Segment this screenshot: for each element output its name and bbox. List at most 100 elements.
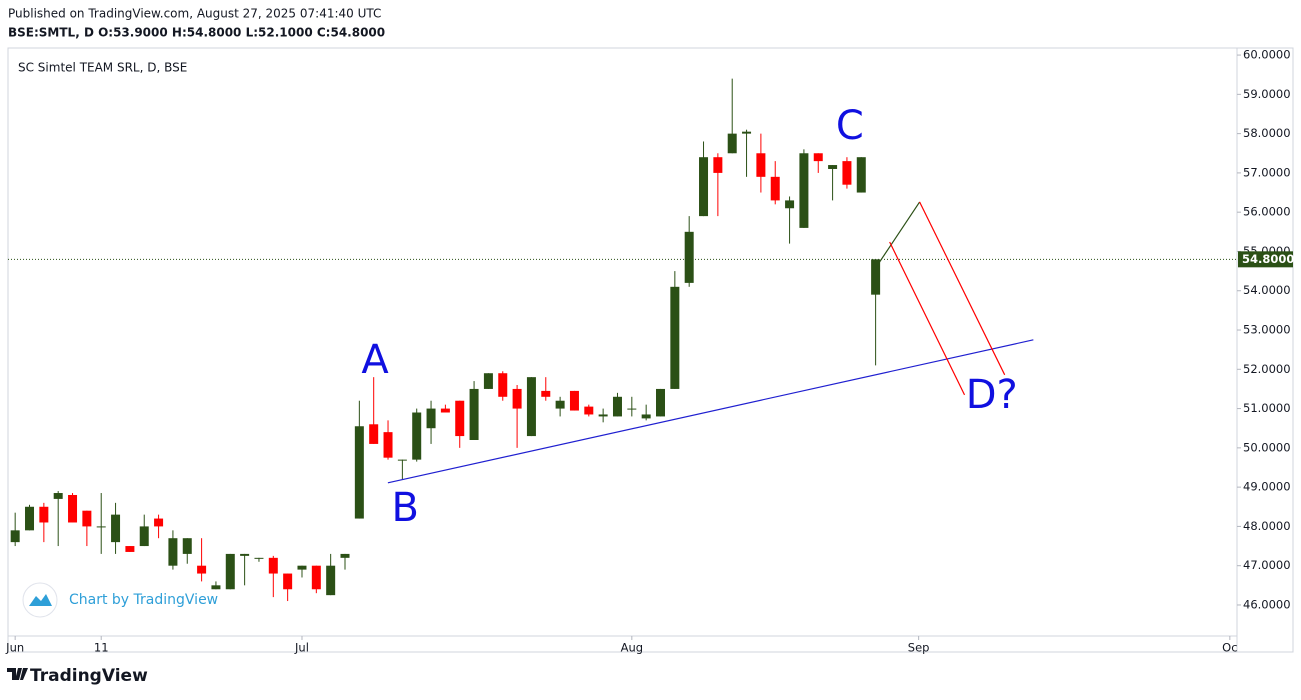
x-tick-label: 11: [94, 641, 109, 655]
candle-body: [240, 553, 250, 556]
brand-logo: [7, 668, 28, 680]
candle-body: [25, 506, 35, 531]
candle-body: [96, 526, 106, 528]
candle-body: [670, 286, 680, 389]
candle-body: [383, 432, 393, 458]
candle-body: [656, 388, 666, 417]
candle-body: [469, 388, 479, 440]
candle-body: [584, 406, 594, 415]
drawing-line: [889, 241, 966, 396]
candle-body: [111, 514, 121, 543]
candle-body: [10, 530, 20, 543]
candle-body: [369, 424, 379, 444]
candle-body: [742, 131, 752, 134]
candle-body: [727, 133, 737, 154]
candle-body: [397, 459, 407, 461]
ohlc: BSE:SMTL, D O:53.9000 H:54.8000 L:52.100…: [8, 26, 385, 40]
candle-body: [426, 408, 436, 429]
candle-body: [283, 573, 293, 590]
x-tick-label: Aug: [621, 641, 643, 655]
candle-body: [39, 506, 49, 523]
candle-body: [813, 153, 823, 162]
x-tick-label: Oc: [1222, 641, 1237, 655]
last-price-label: 54.8000: [1242, 252, 1294, 266]
y-tick-label: 51.0000: [1243, 401, 1291, 415]
brand[interactable]: TradingView: [30, 666, 148, 686]
candle-body: [225, 553, 235, 590]
drawing-line: [875, 201, 921, 269]
candle-body: [569, 390, 579, 411]
candle-body: [785, 200, 795, 209]
candle-body: [68, 494, 78, 523]
candle-body: [842, 161, 852, 185]
candle-body: [82, 510, 92, 527]
candle-body: [598, 414, 608, 417]
candle-body: [641, 414, 651, 419]
candle-body: [541, 390, 551, 397]
y-tick-label: 50.0000: [1243, 440, 1291, 454]
candle-body: [871, 259, 881, 295]
candle-body: [412, 412, 422, 460]
x-tick-label: Jun: [5, 641, 24, 655]
y-tick-label: 52.0000: [1243, 362, 1291, 376]
candle-body: [684, 231, 694, 283]
x-tick-label: Sep: [908, 641, 930, 655]
y-tick-label: 48.0000: [1243, 519, 1291, 533]
candle-body: [799, 153, 809, 228]
candle-body: [526, 377, 536, 437]
y-tick-label: 56.0000: [1243, 205, 1291, 219]
x-tick-label: Jul: [294, 641, 309, 655]
drawing-line: [387, 339, 1034, 484]
candle-body: [154, 518, 164, 527]
y-tick-label: 59.0000: [1243, 87, 1291, 101]
candle-body: [498, 373, 508, 397]
annotation: B: [392, 485, 419, 531]
candle-body: [326, 565, 336, 596]
annotation: A: [361, 337, 389, 383]
candle-body: [53, 493, 63, 499]
candle-body: [354, 426, 364, 519]
candle-body: [311, 565, 321, 590]
candle-body: [268, 557, 278, 574]
candle-body: [197, 565, 207, 574]
y-tick-label: 58.0000: [1243, 126, 1291, 140]
y-tick-label: 49.0000: [1243, 480, 1291, 494]
candle-body: [713, 157, 723, 173]
candle-body: [340, 553, 350, 558]
y-tick-label: 47.0000: [1243, 558, 1291, 572]
candle-body: [211, 585, 221, 590]
candle-body: [125, 546, 135, 552]
candle-body: [254, 557, 264, 559]
y-tick-label: 53.0000: [1243, 323, 1291, 337]
candle-body: [512, 388, 522, 409]
candle-body: [168, 538, 178, 566]
candle-body: [182, 538, 192, 554]
y-tick-label: 46.0000: [1243, 597, 1291, 611]
annotation: C: [836, 103, 864, 149]
candle-body: [756, 153, 766, 177]
last-price-box: [1238, 251, 1293, 268]
candle-body: [828, 165, 838, 169]
candle-body: [483, 373, 493, 389]
y-tick-label: 60.0000: [1243, 48, 1291, 62]
annotation: D?: [966, 372, 1018, 418]
candle-body: [699, 157, 709, 217]
watermark[interactable]: Chart by TradingView: [69, 592, 218, 608]
y-tick-label: 57.0000: [1243, 165, 1291, 179]
candle-body: [139, 526, 149, 547]
candle-body: [455, 400, 465, 437]
drawing-line: [919, 201, 1006, 376]
candle-body: [770, 176, 780, 201]
frame: [7, 47, 1294, 653]
logo-icon: [29, 594, 52, 606]
y-tick-label: 54.0000: [1243, 283, 1291, 297]
candle-body: [440, 408, 450, 413]
published: Published on TradingView.com, August 27,…: [8, 7, 381, 21]
candle-body: [627, 408, 637, 410]
candle-body: [297, 565, 307, 570]
chart-title: SC Simtel TEAM SRL, D, BSE: [18, 61, 187, 75]
candle-body: [612, 396, 622, 417]
candle-body: [555, 400, 565, 409]
